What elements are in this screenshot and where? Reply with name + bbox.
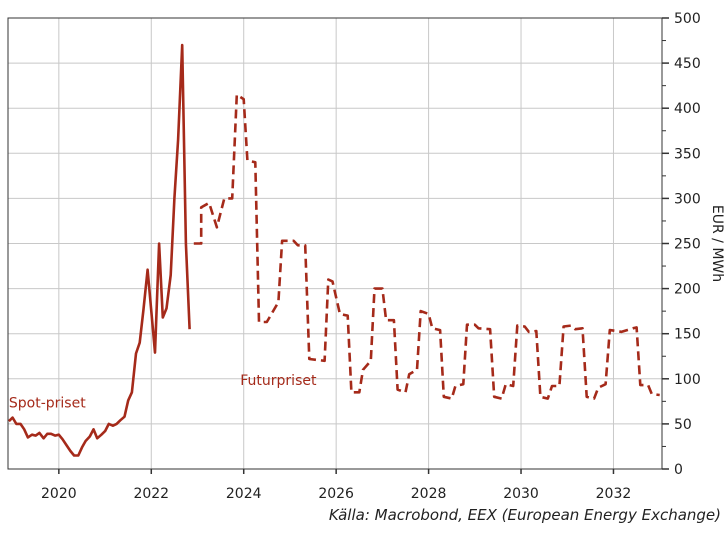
series-line — [7, 43, 191, 457]
y-tick-label: 300 — [674, 191, 701, 207]
y-tick-label: 100 — [674, 372, 701, 388]
y-tick-label: 400 — [674, 101, 701, 117]
y-tick-label: 250 — [674, 237, 701, 253]
x-tick-label: 2022 — [133, 486, 169, 502]
series-label: Spot-priset — [9, 396, 86, 412]
y-tick-label: 450 — [674, 56, 701, 72]
y-tick-label: 150 — [674, 327, 701, 343]
y-tick-label: 0 — [674, 462, 683, 478]
series-labels: Spot-priset Futurpriset — [9, 373, 317, 412]
y-tick-label: 200 — [674, 282, 701, 298]
series-layer — [7, 43, 660, 457]
series-line — [193, 93, 660, 400]
x-tick-label: 2030 — [503, 486, 539, 502]
y-tick-label: 350 — [674, 146, 701, 162]
y-tick-label: 500 — [674, 11, 701, 27]
axes: 0 50 100 150 200 250 300 350 400 450 500 2020 2022 20… — [41, 11, 701, 502]
x-tick-label: 2026 — [318, 486, 354, 502]
x-tick-label: 2024 — [226, 486, 262, 502]
x-tick-label: 2028 — [411, 486, 447, 502]
source-note: Källa: Macrobond, EEX (European Energy E… — [328, 506, 721, 524]
x-tick-label: 2020 — [41, 486, 77, 502]
grid — [8, 17, 662, 470]
y-axis-label: EUR / MWh — [709, 205, 725, 282]
x-tick-label: 2032 — [596, 486, 632, 502]
series-label: Futurpriset — [240, 373, 317, 389]
y-tick-label: 50 — [674, 417, 692, 433]
